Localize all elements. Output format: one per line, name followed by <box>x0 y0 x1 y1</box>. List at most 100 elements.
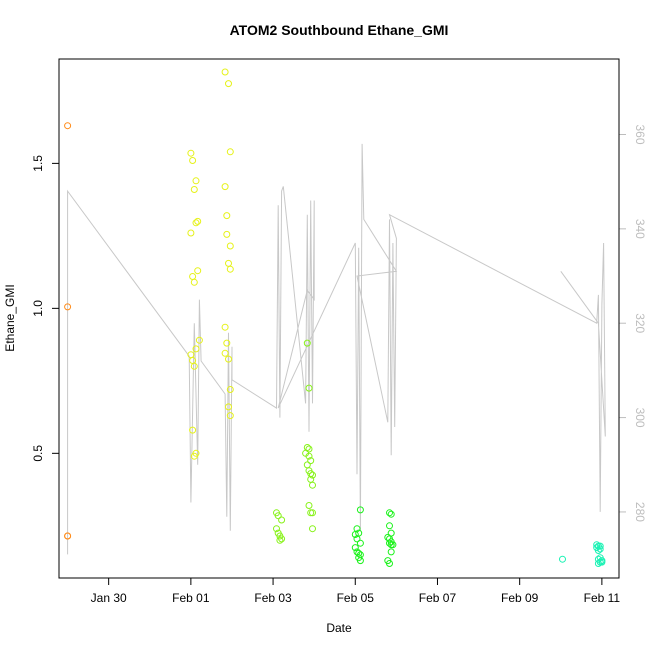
data-point <box>226 265 234 273</box>
data-point <box>223 339 231 347</box>
plot-frame <box>58 58 620 579</box>
y-tick-label: 1.5 <box>31 155 45 172</box>
data-point <box>386 522 393 530</box>
x-tick-label: Feb 01 <box>172 591 210 605</box>
data-point <box>190 186 198 193</box>
data-point <box>226 148 234 156</box>
data-point <box>64 122 72 130</box>
data-point <box>226 412 234 420</box>
data-point <box>273 525 280 533</box>
data-point <box>190 452 198 460</box>
data-point <box>225 403 232 411</box>
data-point <box>387 548 395 556</box>
data-point <box>559 555 566 563</box>
point-series-4 <box>559 541 606 567</box>
data-point <box>225 80 232 88</box>
data-point <box>355 549 363 557</box>
data-point <box>187 351 195 359</box>
y2-tick-label: 340 <box>633 219 647 239</box>
data-point <box>303 461 311 469</box>
data-point <box>305 384 313 392</box>
data-point <box>356 557 364 565</box>
data-point <box>309 471 316 479</box>
data-point <box>356 539 364 547</box>
data-point <box>303 444 311 451</box>
data-point <box>64 532 72 540</box>
y-axis-label: Ethane_GMI <box>3 284 17 351</box>
data-point <box>389 541 397 549</box>
x-tick-label: Feb 09 <box>501 591 539 605</box>
data-point <box>192 219 200 227</box>
x-tick-label: Feb 05 <box>337 591 375 605</box>
data-point <box>387 510 395 518</box>
data-point <box>221 183 229 191</box>
point-series-2 <box>273 339 316 544</box>
data-point <box>187 149 195 157</box>
data-point <box>221 349 229 357</box>
data-point <box>190 278 198 286</box>
data-point <box>225 355 232 363</box>
data-point <box>594 547 602 554</box>
data-point <box>226 386 234 393</box>
data-point <box>225 259 232 267</box>
data-point <box>309 509 316 517</box>
data-point <box>309 481 316 489</box>
data-point <box>278 535 286 543</box>
data-point <box>192 345 200 353</box>
data-point <box>189 273 197 280</box>
data-point <box>303 339 311 347</box>
data-point <box>596 542 604 550</box>
data-point <box>276 536 284 544</box>
y2-tick-label: 300 <box>633 408 647 428</box>
data-point <box>189 157 197 164</box>
data-point <box>353 535 361 543</box>
data-point <box>223 212 231 220</box>
data-point <box>190 362 198 370</box>
point-series-3 <box>351 506 397 567</box>
point-series-1 <box>187 68 234 460</box>
x-tick-label: Feb 11 <box>584 591 621 605</box>
point-series-group <box>64 68 606 567</box>
x-axis-label: Date <box>326 621 352 635</box>
instrument-line-series <box>67 143 606 555</box>
data-point <box>386 509 393 517</box>
y2-tick-label: 360 <box>633 124 647 144</box>
data-point <box>309 525 316 533</box>
data-point <box>596 545 604 553</box>
data-point <box>386 560 393 567</box>
point-series-0 <box>64 122 72 540</box>
y2-tick-label: 280 <box>633 502 647 522</box>
y-tick-label: 0.5 <box>31 445 45 462</box>
data-point <box>305 445 313 453</box>
data-point <box>356 506 364 514</box>
data-point <box>305 502 313 509</box>
data-point <box>221 323 229 331</box>
data-point <box>386 539 393 547</box>
x-tick-label: Feb 07 <box>419 591 457 605</box>
x-tick-label: Feb 03 <box>254 591 292 605</box>
data-point <box>274 512 282 520</box>
data-point <box>307 457 315 465</box>
data-point <box>189 426 197 434</box>
data-point <box>223 230 231 238</box>
instrument-line <box>67 143 606 555</box>
data-point <box>278 516 286 524</box>
data-point <box>305 452 313 460</box>
data-point <box>192 177 200 185</box>
data-point <box>194 267 202 275</box>
data-point <box>194 217 202 225</box>
y2-tick-label: 320 <box>633 313 647 333</box>
data-point <box>226 242 234 250</box>
data-point <box>64 303 72 311</box>
data-point <box>598 558 606 566</box>
data-point <box>351 544 359 552</box>
data-point <box>594 560 602 567</box>
data-point <box>187 229 195 237</box>
axes: Jan 30 Feb 01 Feb 03 Feb 05 Feb 07 Feb 09 Feb … <box>31 124 647 605</box>
data-point <box>221 68 229 76</box>
chart-title: ATOM2 Southbound Ethane_GMI <box>230 22 449 38</box>
x-tick-label: Jan 30 <box>91 591 127 605</box>
data-point <box>195 336 203 344</box>
y-tick-label: 1.0 <box>31 300 45 317</box>
